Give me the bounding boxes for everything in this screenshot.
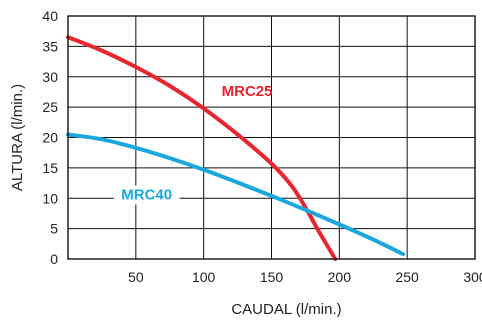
series-line-mrc25: [66, 35, 338, 261]
y-tick-label: 0: [50, 251, 58, 267]
x-tick-label: 250: [395, 269, 419, 285]
plot-frame: [67, 15, 476, 260]
y-tick-label: 40: [42, 8, 58, 24]
x-tick-label: 300: [463, 269, 482, 285]
y-tick-label: 5: [50, 221, 58, 237]
series-label-background: [113, 185, 180, 205]
x-axis-ticks: 50 100 150 200 250 300: [128, 269, 482, 285]
y-axis-title: ALTURA (l/min.): [9, 84, 26, 191]
x-tick-label: 150: [260, 269, 284, 285]
y-tick-label: 15: [42, 160, 58, 176]
series-label-mrc40: MRC40: [121, 186, 172, 203]
x-tick-label: 50: [128, 269, 144, 285]
y-tick-label: 20: [42, 130, 58, 146]
series-label-mrc25: MRC25: [222, 83, 273, 100]
y-tick-label: 25: [42, 99, 58, 115]
y-tick-label: 35: [42, 38, 58, 54]
grid: [68, 16, 475, 259]
y-tick-label: 10: [42, 190, 58, 206]
x-axis-title: CAUDAL (l/min.): [231, 301, 341, 318]
series-line-mrc40: [66, 132, 406, 257]
y-axis-ticks: 0 5 10 15 20 25 30 35 40: [42, 8, 58, 267]
y-tick-label: 30: [42, 69, 58, 85]
x-tick-label: 200: [328, 269, 352, 285]
series-labels: MRC25 MRC40: [113, 83, 273, 205]
series-layer: [66, 35, 406, 261]
x-tick-label: 100: [192, 269, 216, 285]
